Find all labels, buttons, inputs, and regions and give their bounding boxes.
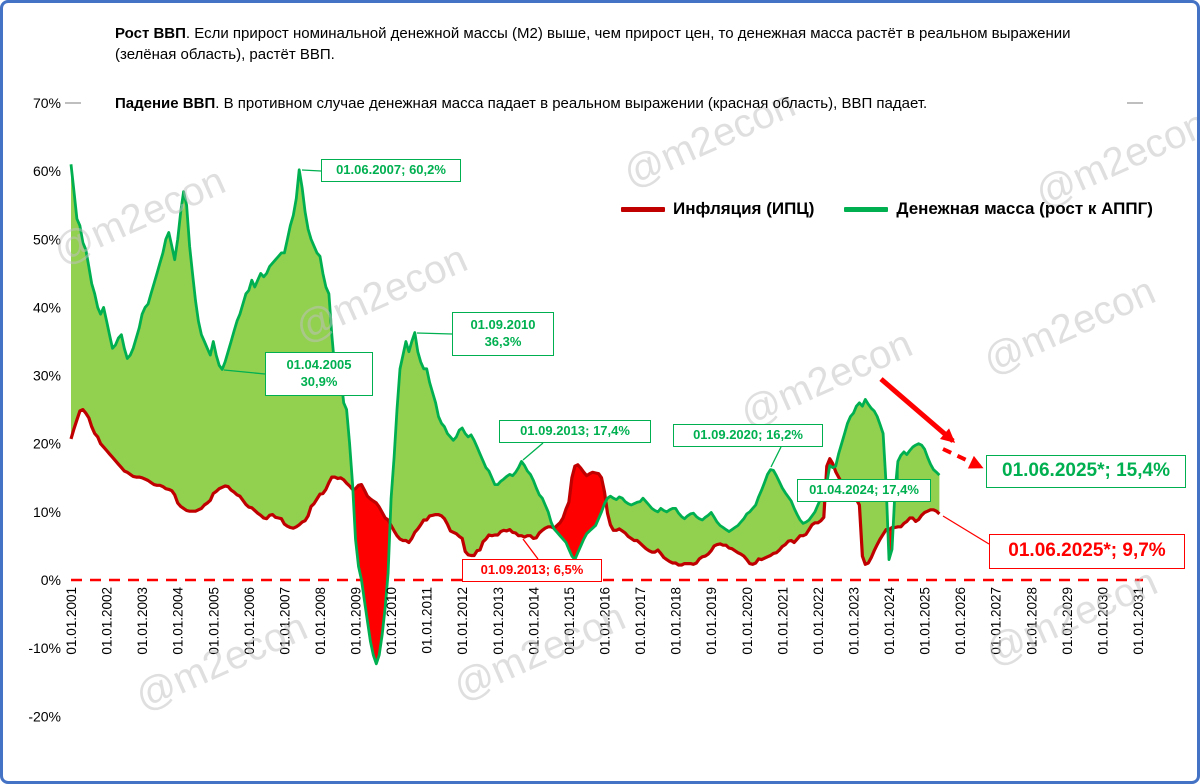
- y-tick-label: 20%: [33, 436, 61, 452]
- legend-label-inflation: Инфляция (ИПЦ): [673, 199, 815, 218]
- x-tick-label: 01.01.2018: [669, 587, 684, 655]
- x-tick-label: 01.01.2019: [704, 587, 719, 655]
- x-tick-label: 01.01.2025: [918, 587, 933, 655]
- x-tick-label: 01.01.2009: [349, 587, 364, 655]
- annotation-connector: [301, 169, 322, 172]
- y-tick-label: 70%: [33, 95, 61, 111]
- x-tick-label: 01.01.2007: [277, 587, 292, 655]
- annotation-connector: [223, 369, 266, 375]
- y-tick-label: 50%: [33, 231, 61, 247]
- y-tick-label: -20%: [28, 708, 61, 724]
- chart-svg: 70% 60% 50% 40% 30% 20% 10% 0% -10% -20% 01.01.200…: [28, 82, 1197, 725]
- x-tick-label: 01.01.2022: [811, 587, 826, 655]
- annotation-connector: [942, 515, 990, 545]
- gdp-decline-area: [553, 464, 606, 560]
- x-tick-label: 01.01.2013: [491, 587, 506, 655]
- watermark-text: @m2econ: [977, 269, 1162, 384]
- watermark-text: @m2econ: [734, 322, 919, 437]
- annotation-connector: [770, 446, 782, 468]
- inflation-line-swatch: [621, 206, 665, 212]
- gdp-growth-area: [605, 469, 826, 565]
- inflation-line: [69, 408, 941, 567]
- annotation-connector: [522, 442, 544, 461]
- trend-arrows: [879, 377, 984, 469]
- x-tick-label: 01.01.2030: [1095, 587, 1110, 655]
- annotation-connector: [416, 332, 453, 335]
- legend-item-money-supply: Денежная масса (рост к АППГ): [844, 199, 1153, 219]
- money-supply-line-swatch: [844, 206, 889, 212]
- x-tick-label: 01.01.2004: [171, 587, 186, 655]
- header-growth-text: . Если прирост номинальной денежной масс…: [115, 25, 1071, 63]
- x-tick-label: 01.01.2027: [989, 587, 1004, 655]
- x-tick-label: 01.01.2028: [1024, 587, 1039, 655]
- y-tick-label: 10%: [33, 504, 61, 520]
- gdp-growth-area: [390, 332, 554, 556]
- legend-label-money-supply: Денежная масса (рост к АППГ): [896, 199, 1153, 218]
- x-tick-label: 01.01.2011: [420, 587, 435, 654]
- x-tick-label: 01.01.2023: [847, 587, 862, 655]
- x-tick-label: 01.01.2014: [526, 587, 541, 655]
- y-tick-label: 40%: [33, 299, 61, 315]
- header-growth-bold: Рост ВВП: [115, 25, 186, 42]
- x-tick-label: 01.01.2012: [455, 587, 470, 655]
- x-tick-label: 01.01.2001: [64, 587, 79, 655]
- y-tick-label: 60%: [33, 163, 61, 179]
- x-tick-label: 01.01.2029: [1060, 587, 1075, 655]
- x-tick-label: 01.01.2006: [242, 587, 257, 655]
- x-tick-label: 01.01.2026: [953, 587, 968, 655]
- area-fills: [71, 164, 940, 664]
- axis-labels: 70% 60% 50% 40% 30% 20% 10% 0% -10% -20% 01.01.200…: [28, 95, 1146, 724]
- x-tick-label: 01.01.2010: [384, 587, 399, 655]
- x-tick-label: 01.01.2002: [100, 587, 115, 655]
- x-tick-label: 01.01.2024: [882, 587, 897, 655]
- x-tick-label: 01.01.2031: [1131, 587, 1146, 655]
- legend-item-inflation: Инфляция (ИПЦ): [621, 199, 814, 219]
- trend-arrow-solid: [879, 377, 956, 443]
- x-tick-label: 01.01.2005: [206, 587, 221, 655]
- y-tick-label: -10%: [28, 640, 61, 656]
- gdp-decline-area: [352, 484, 391, 664]
- annotation-connectors: [223, 169, 990, 560]
- annotation-connector: [522, 538, 539, 560]
- x-tick-label: 01.01.2016: [598, 587, 613, 655]
- x-tick-label: 01.01.2021: [775, 587, 790, 655]
- series-lines: [69, 164, 941, 666]
- trend-arrow-dashed: [942, 447, 984, 469]
- x-tick-label: 01.01.2017: [633, 587, 648, 655]
- x-tick-label: 01.01.2003: [135, 587, 150, 655]
- header-paragraph-decline: Падение ВВП. В противном случае денежная…: [115, 93, 1105, 114]
- y-tick-label: 0%: [41, 572, 61, 588]
- x-tick-label: 01.01.2008: [313, 587, 328, 655]
- chart-legend: Инфляция (ИПЦ) Денежная масса (рост к АП…: [621, 199, 1153, 219]
- header-decline-text: . В противном случае денежная масса пада…: [215, 95, 928, 112]
- money-supply-line: [69, 164, 941, 666]
- x-tick-label: 01.01.2015: [562, 587, 577, 655]
- gdp-growth-area: [71, 164, 353, 529]
- y-tick-label: 30%: [33, 368, 61, 384]
- header-decline-bold: Падение ВВП: [115, 95, 216, 112]
- x-tick-label: 01.01.2020: [740, 587, 755, 655]
- header-paragraph-growth: Рост ВВП. Если прирост номинальной денеж…: [115, 23, 1105, 65]
